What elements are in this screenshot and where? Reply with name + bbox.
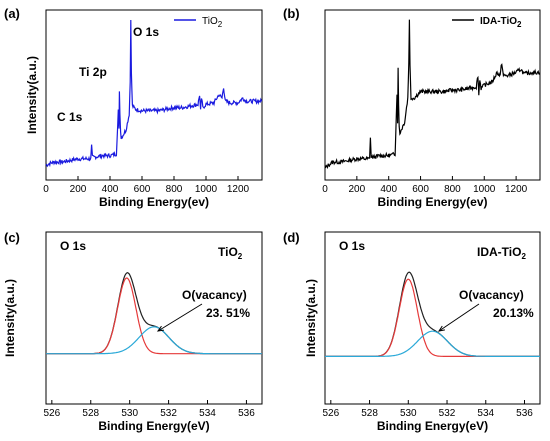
x-tick-label: 0 bbox=[322, 184, 328, 195]
peak-label: Ti 2p bbox=[79, 65, 107, 79]
x-tick-label: 536 bbox=[516, 408, 533, 419]
x-tick-label: 600 bbox=[134, 184, 151, 195]
sample-label: TiO2 bbox=[218, 245, 243, 261]
peak-label: O 1s bbox=[133, 25, 159, 39]
panel-label: (a) bbox=[4, 6, 20, 21]
x-tick-label: 1000 bbox=[473, 184, 496, 195]
x-tick-label: 528 bbox=[82, 408, 99, 419]
fit-curve-vacancy-oxygen bbox=[46, 326, 262, 355]
x-tick-label: 532 bbox=[439, 408, 456, 419]
corner-label: O 1s bbox=[60, 239, 86, 253]
series-line-tio2 bbox=[45, 19, 263, 168]
vacancy-label: O(vacancy) bbox=[459, 288, 524, 302]
y-axis-title: Intensity(a.u.) bbox=[3, 279, 17, 357]
chart-panel-b: 0 200 400 600 800 1000 1200 Binding Energy(ev) (… bbox=[283, 6, 541, 209]
x-tick-label: 1200 bbox=[505, 184, 528, 195]
x-tick-label: 532 bbox=[160, 408, 177, 419]
x-axis-title: Binding Energy(ev) bbox=[99, 195, 209, 209]
x-tick-label: 1200 bbox=[227, 184, 250, 195]
x-axis-title: Binding Energy(eV) bbox=[377, 419, 488, 433]
corner-label: O 1s bbox=[339, 239, 365, 253]
arrow-head bbox=[437, 325, 445, 332]
x-tick-label: 528 bbox=[361, 408, 378, 419]
x-tick-label: 526 bbox=[43, 408, 60, 419]
x-tick-label: 0 bbox=[43, 184, 49, 195]
panel-label: (d) bbox=[283, 230, 300, 245]
x-tick-label: 400 bbox=[102, 184, 119, 195]
x-axis-title: Binding Energy(ev) bbox=[377, 195, 487, 209]
x-tick-label: 200 bbox=[349, 184, 366, 195]
y-axis-title: Intensity(a.u.) bbox=[25, 56, 39, 134]
series-line-ida-tio2 bbox=[325, 19, 541, 170]
legend-label: TiO2 bbox=[202, 16, 223, 29]
plot-frame bbox=[45, 9, 263, 181]
chart-panel-c: 526 528 530 532 534 536 Binding Energy(eV) Inte… bbox=[3, 230, 263, 433]
plot-frame bbox=[45, 231, 263, 405]
x-tick-label: 1000 bbox=[195, 184, 218, 195]
y-axis-title: Intensity(a.u.) bbox=[304, 279, 318, 357]
x-tick-label: 530 bbox=[121, 408, 138, 419]
vacancy-percentage: 20.13% bbox=[493, 306, 534, 320]
vacancy-percentage: 23. 51% bbox=[206, 306, 250, 320]
vacancy-label: O(vacancy) bbox=[182, 288, 247, 302]
x-tick-label: 800 bbox=[444, 184, 461, 195]
arrow-head bbox=[156, 325, 165, 332]
x-tick-label: 800 bbox=[166, 184, 183, 195]
panel-label: (c) bbox=[4, 230, 20, 245]
x-axis-title: Binding Energy(eV) bbox=[98, 419, 209, 433]
fit-curve-vacancy-oxygen bbox=[325, 330, 540, 357]
legend-label: IDA-TiO2 bbox=[480, 16, 522, 29]
x-tick-label: 536 bbox=[238, 408, 255, 419]
plot-frame bbox=[324, 9, 541, 181]
plot-frame bbox=[324, 231, 541, 405]
sample-label: IDA-TiO2 bbox=[477, 245, 526, 261]
x-tick-label: 534 bbox=[477, 408, 494, 419]
chart-panel-d: 526 528 530 532 534 536 Binding Energy(eV) Inte… bbox=[283, 230, 541, 433]
x-tick-label: 534 bbox=[199, 408, 216, 419]
x-tick-label: 600 bbox=[412, 184, 429, 195]
x-tick-label: 526 bbox=[322, 408, 339, 419]
peak-label: C 1s bbox=[57, 110, 83, 124]
arrow-line bbox=[157, 303, 203, 332]
x-tick-label: 530 bbox=[400, 408, 417, 419]
chart-panel-a: 0 200 400 600 800 1000 1200 Binding Energy(ev) I… bbox=[4, 6, 263, 209]
panel-label: (b) bbox=[283, 6, 300, 21]
arrow-line bbox=[438, 303, 480, 332]
x-tick-label: 200 bbox=[70, 184, 87, 195]
x-tick-label: 400 bbox=[380, 184, 397, 195]
